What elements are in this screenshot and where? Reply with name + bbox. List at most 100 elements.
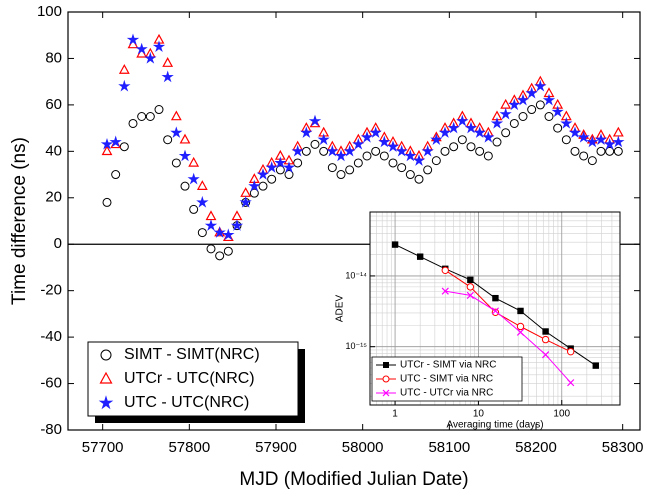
marker <box>326 144 339 157</box>
marker <box>170 126 183 138</box>
marker <box>310 139 320 149</box>
inset-frame <box>369 211 621 406</box>
marker <box>274 156 287 169</box>
marker <box>603 137 616 150</box>
marker <box>490 117 504 129</box>
marker <box>414 174 424 184</box>
marker <box>317 133 330 145</box>
marker <box>223 246 233 256</box>
y-tick-label: 40 <box>45 142 62 159</box>
y-tick-label: 10⁻¹⁵ <box>346 341 368 351</box>
marker <box>118 79 131 92</box>
x-tick-label: 10 <box>473 409 485 420</box>
marker <box>353 158 363 168</box>
x-tick-label: 58000 <box>342 439 384 456</box>
marker <box>492 137 502 147</box>
marker <box>412 154 426 166</box>
marker <box>382 375 390 383</box>
y-tick-label: -40 <box>40 328 62 345</box>
marker <box>230 219 244 231</box>
marker <box>109 135 122 148</box>
marker <box>284 170 294 180</box>
legend-label: UTC - UTCr via NRC <box>400 388 493 399</box>
marker <box>343 144 356 157</box>
marker <box>256 168 270 180</box>
marker <box>275 165 285 175</box>
marker <box>535 100 545 110</box>
x-axis-label: Averaging time (days) <box>446 420 543 431</box>
marker <box>383 362 389 368</box>
marker <box>258 181 268 191</box>
marker <box>102 197 112 207</box>
marker <box>300 126 313 138</box>
marker <box>431 156 441 166</box>
marker <box>267 174 277 184</box>
marker <box>100 138 114 150</box>
marker <box>119 142 129 152</box>
y-tick-label: -20 <box>40 282 62 299</box>
marker <box>441 266 449 275</box>
legend-label: UTCr - UTC(NRC) <box>124 370 255 387</box>
marker <box>561 135 571 145</box>
marker <box>144 51 157 64</box>
marker <box>206 244 216 254</box>
legend-label: UTC - UTC(NRC) <box>124 394 249 411</box>
marker <box>541 335 550 344</box>
marker <box>154 105 164 115</box>
y-tick-label: 80 <box>45 49 62 66</box>
marker <box>517 307 524 315</box>
marker <box>483 151 493 161</box>
y-tick-label: 100 <box>37 3 62 20</box>
marker <box>371 146 381 156</box>
marker <box>553 123 563 133</box>
y-axis-label: Time difference (ns) <box>9 137 30 305</box>
marker <box>188 156 200 167</box>
marker <box>541 351 550 359</box>
marker <box>111 170 121 180</box>
legend-label: SIMT - SIMT(NRC) <box>124 346 260 363</box>
marker <box>362 151 372 161</box>
marker <box>197 228 207 238</box>
x-tick-label: 58100 <box>428 439 470 456</box>
marker <box>336 170 346 180</box>
marker <box>145 112 155 121</box>
marker <box>551 105 564 118</box>
marker <box>456 114 469 127</box>
marker <box>171 158 181 168</box>
marker <box>586 135 599 148</box>
marker <box>579 151 589 161</box>
marker <box>509 118 519 128</box>
plot-frame <box>67 11 641 431</box>
marker <box>196 180 208 190</box>
marker <box>291 144 304 157</box>
marker <box>570 146 580 156</box>
y-tick-label: 10⁻¹⁴ <box>345 270 367 280</box>
marker <box>421 144 434 157</box>
marker <box>189 204 199 214</box>
marker <box>447 121 460 134</box>
series-line <box>445 290 572 384</box>
marker <box>248 179 261 192</box>
marker <box>534 79 547 92</box>
marker <box>404 149 417 162</box>
marker <box>466 283 475 291</box>
marker <box>612 126 624 137</box>
legend-box <box>87 341 299 417</box>
marker <box>170 110 182 121</box>
marker <box>587 156 597 166</box>
marker <box>163 135 173 145</box>
x-tick-label: 58300 <box>602 439 644 456</box>
marker <box>213 226 226 238</box>
marker <box>482 130 495 143</box>
marker <box>240 187 252 197</box>
marker <box>440 146 450 156</box>
marker <box>162 57 174 67</box>
legend-label: UTC - SIMT via NRC <box>400 374 493 385</box>
y-tick-label: 20 <box>45 189 62 206</box>
marker <box>249 188 259 198</box>
marker <box>126 33 140 46</box>
marker <box>180 181 190 191</box>
marker <box>508 98 521 111</box>
x-tick-label: 57900 <box>255 439 297 456</box>
